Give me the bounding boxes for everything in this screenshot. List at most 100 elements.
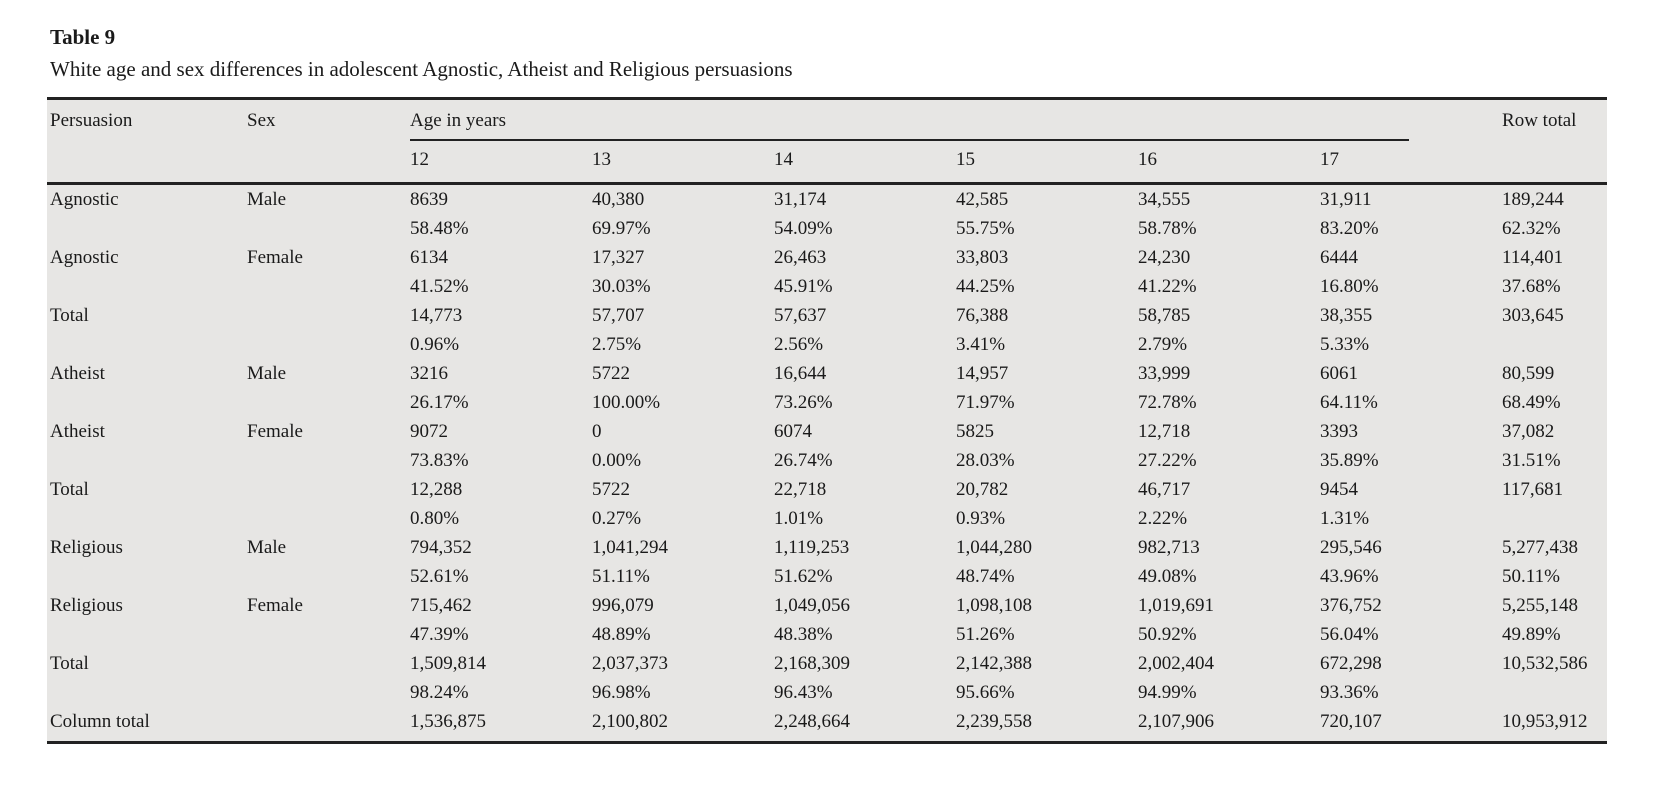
count-cell: 1,536,875	[410, 711, 486, 732]
header-age-13: 13	[592, 141, 774, 185]
row-total-percent-cell: 50.11%	[1502, 566, 1560, 587]
persuasion-cell	[47, 504, 247, 533]
data-table: Persuasion Sex Age in years Row total 12…	[47, 97, 1608, 744]
percent-cell: 51.11%	[592, 566, 650, 587]
count-cell: 33,803	[956, 247, 1009, 268]
sex-cell	[247, 475, 410, 504]
count-cell: 720,107	[1320, 711, 1382, 732]
table-body: Agnostic Male 8639 40,380 31,174 42,585 34,555…	[47, 184, 1607, 743]
sex-cell	[247, 446, 410, 475]
persuasion-cell: Religious	[50, 537, 123, 558]
count-cell: 76,388	[956, 305, 1009, 326]
persuasion-cell: Column total	[50, 711, 150, 732]
row-total-percent-cell	[1502, 678, 1607, 707]
percent-cell: 0.27%	[592, 508, 642, 529]
percent-cell: 28.03%	[956, 450, 1015, 471]
percent-cell: 73.26%	[774, 392, 833, 413]
percent-cell: 35.89%	[1320, 450, 1379, 471]
percent-cell: 41.52%	[410, 276, 469, 297]
count-cell: 1,019,691	[1138, 595, 1214, 616]
percent-cell: 71.97%	[956, 392, 1015, 413]
count-cell: 58,785	[1138, 305, 1191, 326]
count-cell: 5722	[592, 479, 630, 500]
count-cell: 24,230	[1138, 247, 1191, 268]
percent-cell: 44.25%	[956, 276, 1015, 297]
count-cell: 12,288	[410, 479, 463, 500]
table-row-counts: Atheist Female 9072 0 6074 5825 12,718 3393 37,0…	[47, 417, 1607, 446]
row-total-cell: 114,401	[1502, 247, 1564, 268]
percent-cell: 45.91%	[774, 276, 833, 297]
percent-cell: 48.74%	[956, 566, 1015, 587]
count-cell: 14,773	[410, 305, 463, 326]
row-total-percent-cell	[1502, 504, 1607, 533]
persuasion-cell: Total	[50, 653, 89, 674]
header-spacer	[247, 141, 410, 185]
row-total-percent-cell: 62.32%	[1502, 218, 1561, 239]
sex-cell: Female	[247, 595, 303, 616]
percent-cell: 0.93%	[956, 508, 1006, 529]
count-cell: 33,999	[1138, 363, 1191, 384]
percent-cell: 2.79%	[1138, 334, 1188, 355]
table-row-counts: Total 14,773 57,707 57,637 76,388 58,785 38,35…	[47, 301, 1607, 330]
row-total-cell: 10,532,586	[1502, 653, 1588, 674]
count-cell: 3216	[410, 363, 448, 384]
persuasion-cell	[47, 620, 247, 649]
sex-cell	[247, 330, 410, 359]
percent-cell: 100.00%	[592, 392, 661, 413]
count-cell: 20,782	[956, 479, 1009, 500]
sex-cell	[247, 620, 410, 649]
row-total-percent-cell: 37.68%	[1502, 276, 1561, 297]
persuasion-cell: Total	[50, 305, 89, 326]
percent-cell: 2.22%	[1138, 508, 1188, 529]
count-cell: 1,119,253	[774, 537, 850, 558]
count-cell: 17,327	[592, 247, 645, 268]
sex-cell	[247, 388, 410, 417]
table-row-counts: Religious Male 794,352 1,041,294 1,119,253 1,…	[47, 533, 1607, 562]
count-cell: 3393	[1320, 421, 1358, 442]
persuasion-cell: Atheist	[50, 363, 105, 384]
count-cell: 42,585	[956, 189, 1009, 210]
count-cell: 31,911	[1320, 189, 1372, 210]
count-cell: 6134	[410, 247, 448, 268]
count-cell: 8639	[410, 189, 448, 210]
count-cell: 1,098,108	[956, 595, 1032, 616]
persuasion-cell: Agnostic	[50, 189, 119, 210]
row-total-cell: 117,681	[1502, 479, 1564, 500]
persuasion-cell	[47, 446, 247, 475]
header-row-groups: Persuasion Sex Age in years Row total	[47, 99, 1607, 141]
header-age-group: Age in years	[410, 99, 1502, 141]
sex-cell	[247, 504, 410, 533]
percent-cell: 55.75%	[956, 218, 1015, 239]
sex-cell	[247, 707, 410, 743]
table-row-counts: Total 1,509,814 2,037,373 2,168,309 2,142,38…	[47, 649, 1607, 678]
table-row-counts: Atheist Male 3216 5722 16,644 14,957 33,999 606…	[47, 359, 1607, 388]
percent-cell: 43.96%	[1320, 566, 1379, 587]
count-cell: 2,002,404	[1138, 653, 1214, 674]
count-cell: 9454	[1320, 479, 1358, 500]
row-total-cell: 303,645	[1502, 305, 1564, 326]
persuasion-cell: Agnostic	[50, 247, 119, 268]
count-cell: 6074	[774, 421, 812, 442]
count-cell: 0	[592, 421, 602, 442]
sex-cell: Female	[247, 421, 303, 442]
count-cell: 672,298	[1320, 653, 1382, 674]
persuasion-cell	[47, 388, 247, 417]
table-row-percents: 47.39% 48.89% 48.38% 51.26% 50.92% 56.04% 49.8…	[47, 620, 1607, 649]
count-cell: 2,100,802	[592, 711, 668, 732]
percent-cell: 5.33%	[1320, 334, 1370, 355]
percent-cell: 0.00%	[592, 450, 642, 471]
table-row-percents: 52.61% 51.11% 51.62% 48.74% 49.08% 43.96% 50.1…	[47, 562, 1607, 591]
table-row-percents: 58.48% 69.97% 54.09% 55.75% 58.78% 83.20% 62.3…	[47, 214, 1607, 243]
persuasion-cell	[47, 562, 247, 591]
percent-cell: 96.43%	[774, 682, 833, 703]
count-cell: 14,957	[956, 363, 1009, 384]
persuasion-cell: Atheist	[50, 421, 105, 442]
percent-cell: 1.01%	[774, 508, 824, 529]
count-cell: 26,463	[774, 247, 827, 268]
count-cell: 12,718	[1138, 421, 1191, 442]
sex-cell: Male	[247, 189, 287, 210]
sex-cell	[247, 649, 410, 678]
count-cell: 2,248,664	[774, 711, 850, 732]
percent-cell: 73.83%	[410, 450, 469, 471]
count-cell: 34,555	[1138, 189, 1191, 210]
